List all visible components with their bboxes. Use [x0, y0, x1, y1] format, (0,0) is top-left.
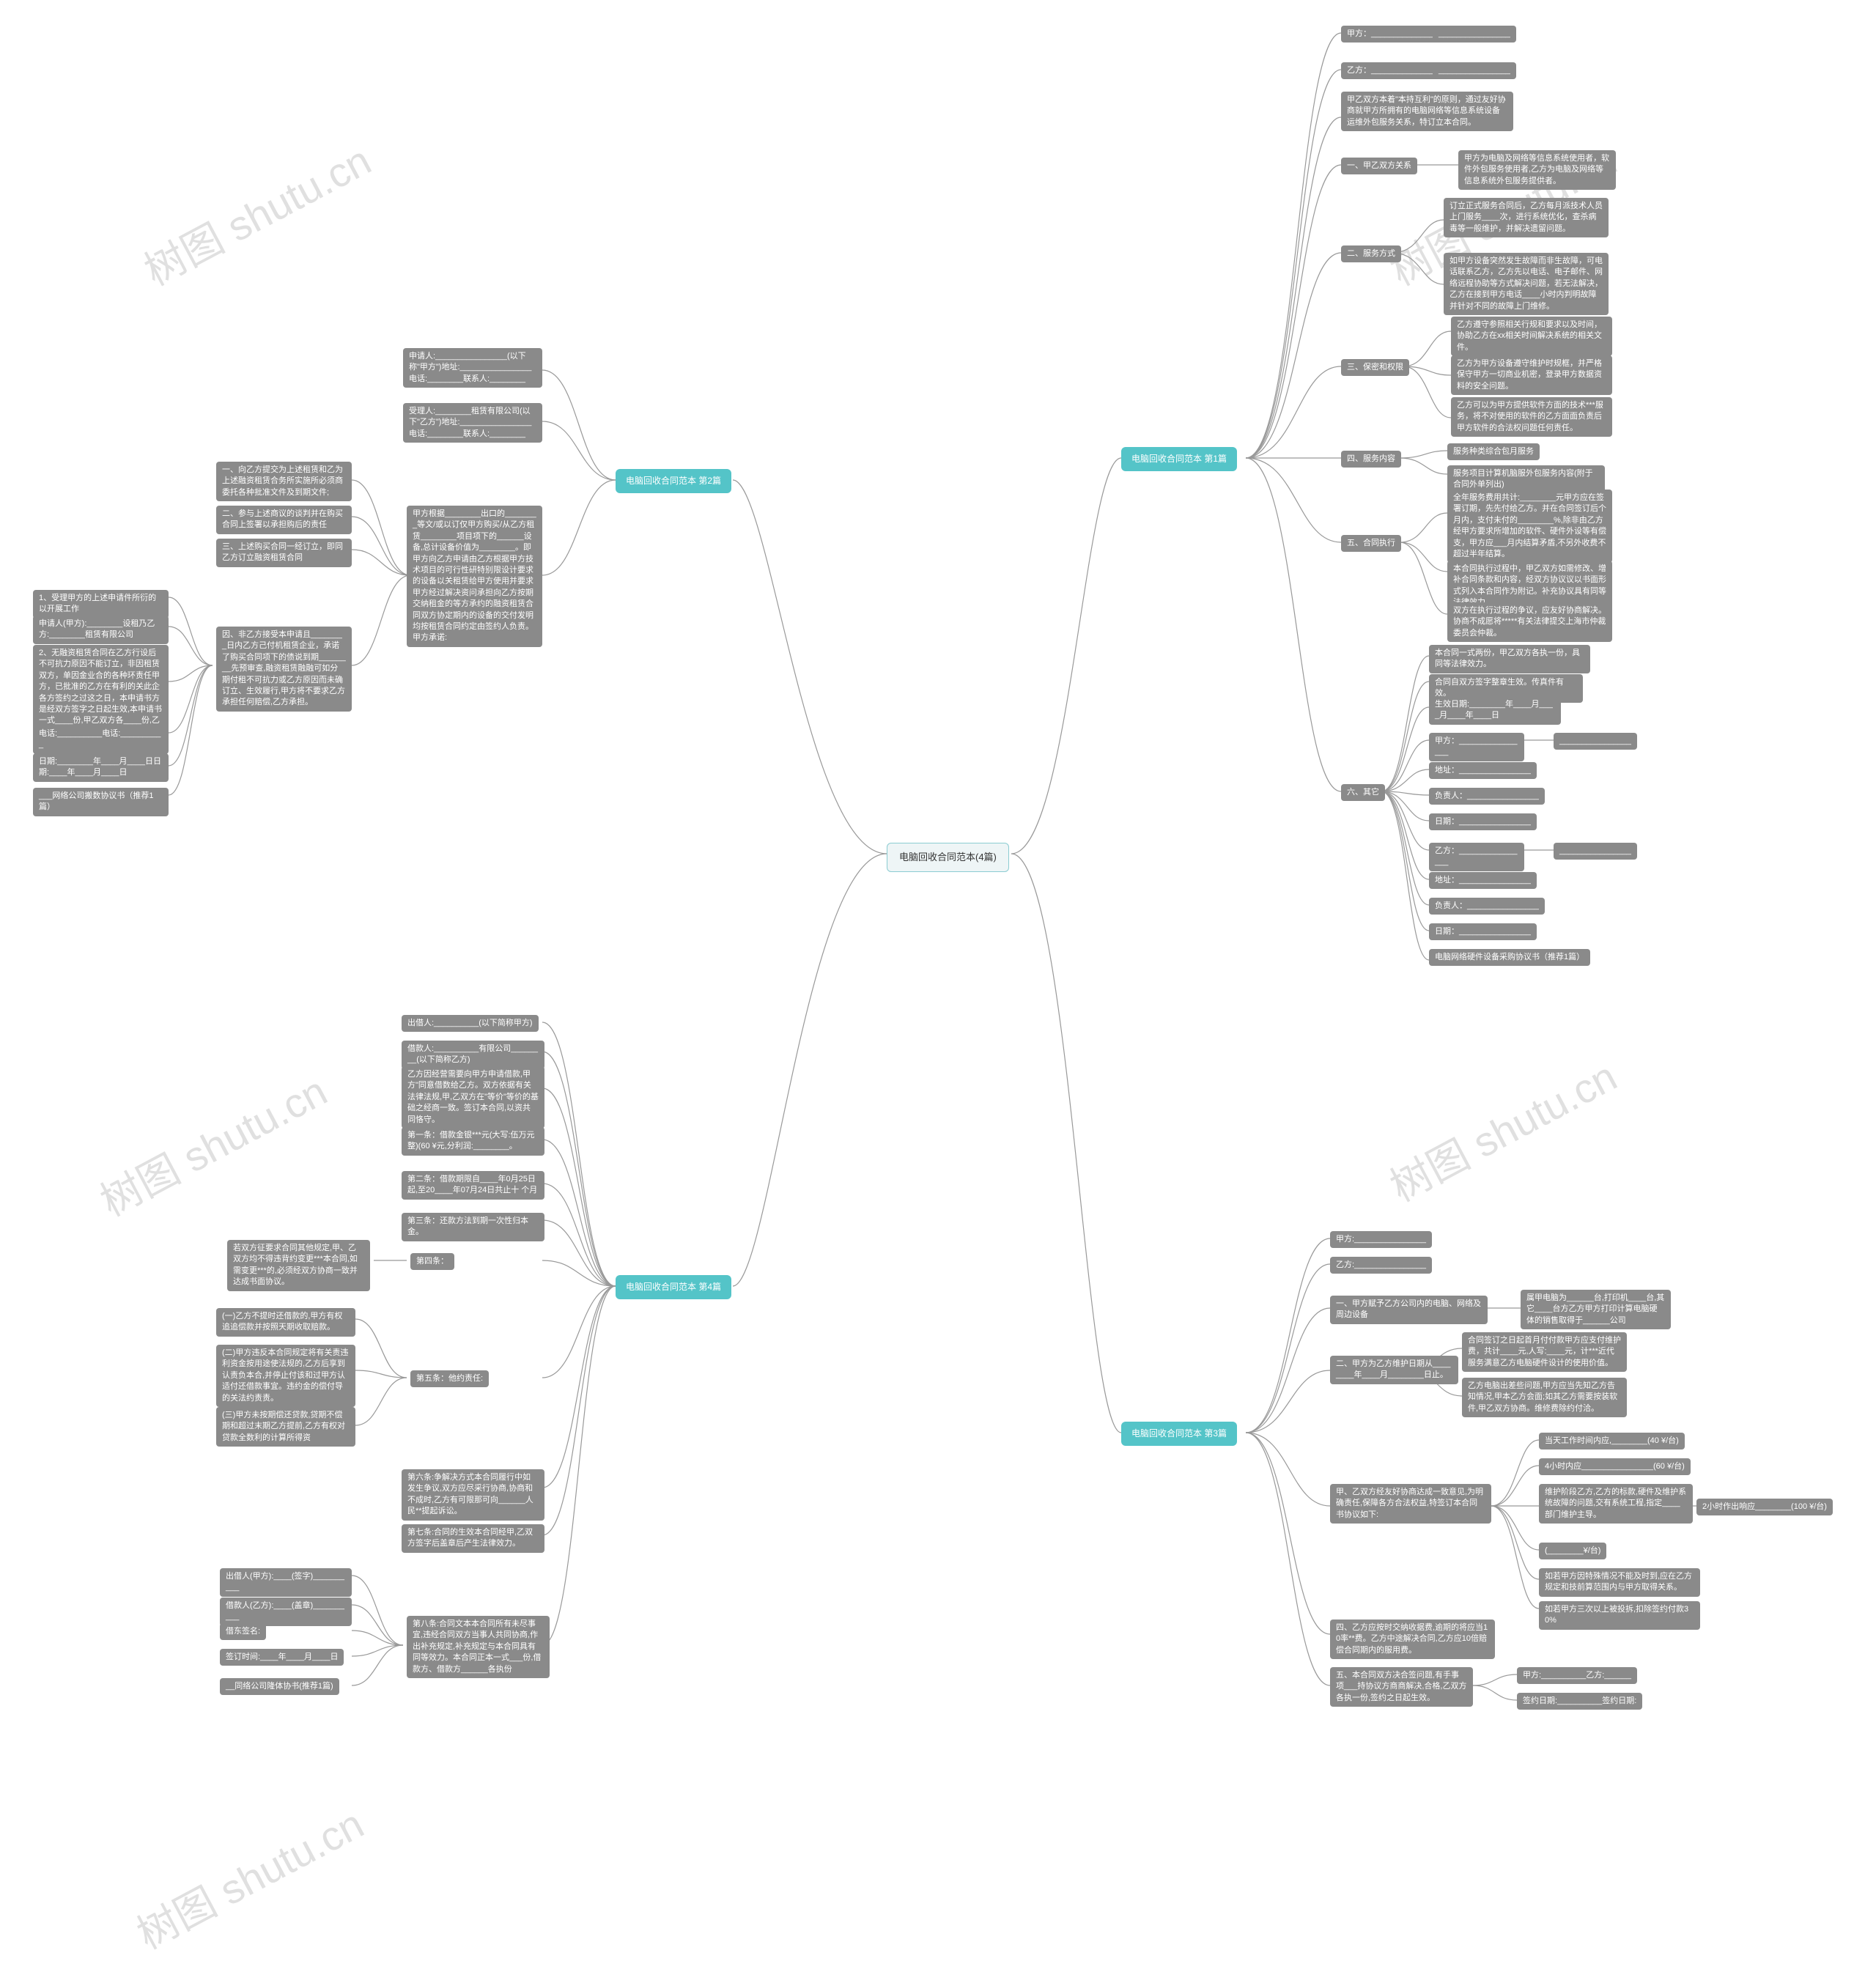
watermark: 树图 shutu.cn: [89, 1059, 336, 1228]
b1-sec6-f: 负责人：________________: [1429, 788, 1545, 805]
b4-n6[interactable]: 第三条：还款方法到期一次性归本金。: [402, 1213, 544, 1241]
b3-s4a: 合同签订之日起首月付付款甲方应支付维护费，共计____元,人写:____元，计*…: [1462, 1332, 1627, 1372]
b4-s8c: (三)甲方未按期偿还贷款,贷期不偿期和超过末期乙方提前,乙方有权对贷款全数利的计…: [216, 1407, 355, 1447]
branch-4[interactable]: 电脑回收合同范本 第4篇: [616, 1275, 731, 1299]
b3-s5f: 如若甲方三次以上被投拆,扣除签约付款30%: [1539, 1601, 1700, 1630]
watermark: 树图 shutu.cn: [125, 1792, 373, 1961]
b4-n4[interactable]: 第一条：借款金银***元(大写:伍万元整)(60 ¥元,分利润:________…: [402, 1127, 544, 1156]
b1-sec6-c: 生效日期:________年____月____月____年____日: [1429, 696, 1561, 725]
b3-s5c: 维护阶段乙方,乙方的标款,硬件及维护系统故障的问题,交有系统工程,指定____部…: [1539, 1484, 1693, 1524]
b1-sec6-d1: ________________: [1554, 733, 1637, 750]
b3-n6[interactable]: 四、乙方应按时交纳收据费,逾期的将应当10率**费。乙方中途解决合同,乙方应10…: [1330, 1620, 1495, 1659]
b4-s11e: __同络公司隆体协书(推荐1篇): [220, 1678, 339, 1695]
b1-sec4-a: 服务种类综合包月服务: [1447, 443, 1540, 460]
b4-n5[interactable]: 第二条：借款期限自____年0月25日起,至20____年07月24日共止十 个…: [402, 1171, 544, 1200]
b3-s7b: 签约日期:__________签约日期:: [1517, 1693, 1642, 1710]
root-node[interactable]: 电脑回收合同范本(4篇): [887, 843, 1009, 872]
b1-sec6-d: 甲方：________________: [1429, 733, 1524, 761]
b1-sec6-k: 日期：________________: [1429, 923, 1537, 940]
b3-s5c2: 2小时作出响应________(100 ¥/台): [1696, 1499, 1833, 1515]
b1-sec6-i: 地址：________________: [1429, 872, 1537, 889]
b1-sec6-l: 电脑网络硬件设备采购协议书（推荐1篇）: [1429, 949, 1590, 966]
b3-s5e: 如若甲方因特殊情况不能及时到,应在乙方规定和技前算范围内与甲方取得关系。: [1539, 1568, 1700, 1597]
b1-sec5-a: 全年服务费用共计:________元甲方应在签署订期，先先付给乙方。并在合同签订…: [1447, 490, 1612, 563]
b2-l2: 申请人(甲方):________设租乃乙方:________租赁有限公司: [33, 616, 169, 644]
branch-2[interactable]: 电脑回收合同范本 第2篇: [616, 469, 731, 493]
b1-sec6-e: 地址：________________: [1429, 762, 1537, 779]
b3-n7[interactable]: 五、本合同双方决合签问题,有手事项___持协议方商商解决,合格,乙双方各执一份,…: [1330, 1667, 1473, 1707]
b3-n3[interactable]: 一、甲方赋予乙方公司内的电脑、网络及周边设备: [1330, 1296, 1488, 1324]
b1-sec3[interactable]: 三、保密和权限: [1341, 359, 1409, 376]
b1-sec6-g: 日期：________________: [1429, 813, 1537, 830]
b1-sec2-a: 订立正式服务合同后，乙方每月派技术人员上门服务____次，进行系统优化，查杀病毒…: [1444, 198, 1609, 237]
b2-n4[interactable]: 二、参与上述商议的谈判并在购买合同上签署以承担购后的责任: [216, 506, 352, 534]
b4-n11[interactable]: 第八条:合同文本本合同所有未尽事宜,违经合同双方当事人共同协商,作出补充规定,补…: [407, 1616, 550, 1678]
b3-n1[interactable]: 甲方:________________: [1330, 1231, 1432, 1248]
b2-l5: 日期:________年____月____日日期:____年____月____日: [33, 753, 169, 782]
b4-s8b: (二)甲方违反本合同规定将有关责违利资金按用途使法规的,乙方后享到认责负本合,并…: [216, 1345, 355, 1407]
b4-s11d: 签订时间:____年____月____日: [220, 1649, 344, 1666]
b4-s11c: 借东签名:: [220, 1623, 266, 1640]
b1-sec2-b: 如甲方设备突然发生故障而非生故障，可电话联系乙方，乙方先以电话、电子邮件、网络远…: [1444, 253, 1609, 315]
b4-n2[interactable]: 借款人:__________有限公司________(以下简称乙方): [402, 1041, 544, 1069]
b1-sec6-j: 负责人：________________: [1429, 898, 1545, 915]
b4-n10[interactable]: 第七条:合同的生效本合同经甲,乙双方签字后盖章后产生法律效力。: [402, 1524, 544, 1553]
b4-n3[interactable]: 乙方因经营需要向甲方申请借款,甲方"同意借数给乙方。双方依据有关法律法规,甲,乙…: [402, 1066, 544, 1129]
branch-1[interactable]: 电脑回收合同范本 第1篇: [1121, 447, 1237, 471]
b1-sec6-h1: ________________: [1554, 843, 1637, 860]
b3-s7a: 甲方:__________乙方:______: [1517, 1667, 1637, 1684]
b2-n7[interactable]: 因、非乙方接受本申请且________日内乙方己付机租赁企业，承诺了购买合同项下…: [216, 627, 352, 712]
b3-s5a: 当天工作时间内应,________(40 ¥/台): [1539, 1433, 1685, 1449]
b2-n1[interactable]: 申请人:________________(以下称"甲方")地址:________…: [403, 348, 542, 388]
b3-n2[interactable]: 乙方:________________: [1330, 1257, 1432, 1274]
b2-l1: 1、受理甲方的上述申请件所衍的以开展工作: [33, 590, 169, 618]
b1-yi-blank: ________________: [1433, 62, 1516, 79]
b4-n1[interactable]: 出借人:__________(以下简称甲方): [402, 1015, 539, 1032]
b2-l4: 电话:__________电话:__________: [33, 725, 169, 754]
b4-s8a: (一)乙方不提时还借款的,甲方有权追追偿款并按照天期收取赔款。: [216, 1308, 355, 1337]
b3-s5b: 4小时内应________________(60 ¥/台): [1539, 1458, 1691, 1475]
watermark: 树图 shutu.cn: [1378, 1044, 1626, 1214]
b1-sec3-c: 乙方可以为甲方提供软件方面的技术***服务，将不对使用的软件的乙方面面负责后甲方…: [1451, 397, 1612, 437]
b1-preamble[interactable]: 甲乙双方本着"本持互利"的原则，通过友好协商就甲方所拥有的电脑网络等信息系统设备…: [1341, 92, 1513, 131]
branch-3[interactable]: 电脑回收合同范本 第3篇: [1121, 1422, 1237, 1446]
b1-sec6[interactable]: 六、其它: [1341, 784, 1385, 801]
b4-n9[interactable]: 第六条:争解决方式本合同履行中如发生争议,双方应尽采行协商,协商和不成时,乙方有…: [402, 1469, 544, 1521]
b3-s3: 属甲电脑为______台,打印机____台,其它____台方乙方甲方打印计算电脑…: [1521, 1290, 1671, 1329]
watermark: 树图 shutu.cn: [133, 128, 380, 298]
b1-sec2[interactable]: 二、服务方式: [1341, 245, 1401, 262]
b3-s5d: (________¥/台): [1539, 1543, 1606, 1559]
b2-l6: ___网络公司搬数协议书（推荐1篇）: [33, 788, 169, 816]
b4-n8[interactable]: 第五条：他约责任:: [410, 1370, 489, 1387]
b3-s4b: 乙方电脑出差些问题,甲方应当先知乙方告知情况,甲本乙方会面;如其乙方需要按装软件…: [1462, 1378, 1627, 1417]
b2-n5[interactable]: 三、上述购买合同一经订立，即同乙方订立融资租赁合同: [216, 539, 352, 567]
b2-n2[interactable]: 受理人:________租赁有限公司(以下"乙方")地址:___________…: [403, 403, 542, 443]
b2-n3[interactable]: 一、向乙方提交为上述租赁和乙为上述融资租赁合务所实施所必须商委托各种批准文件及到…: [216, 462, 352, 501]
b2-n6[interactable]: 甲方根据________出口的________等文/或以订仅甲方购买/从乙方租赁…: [407, 506, 542, 647]
b3-n4[interactable]: 二、甲方为乙方维护日期从________年____月________日止。: [1330, 1356, 1458, 1384]
b1-sec3-a: 乙方遵守参照相关行规和要求以及时间，协助乙方在xx相关时间解决系统的相关文件。: [1451, 317, 1612, 356]
b4-s11a: 出借人(甲方):____(签字)__________: [220, 1568, 352, 1597]
b1-sec1-t: 甲方为电脑及网络等信息系统使用者，软件外包服务使用者,乙方为电脑及网络等信息系统…: [1458, 150, 1616, 190]
b1-sec4[interactable]: 四、服务内容: [1341, 451, 1401, 468]
b1-sec3-b: 乙方为甲方设备遵守维护时规框，并严格保守甲方一切商业机密，登录甲方数据资料的安全…: [1451, 355, 1612, 395]
b4-s11b: 借款人(乙方):____(盖章)__________: [220, 1598, 352, 1626]
b1-sec5[interactable]: 五、合同执行: [1341, 535, 1401, 552]
b1-jia-blank: ________________: [1433, 26, 1516, 43]
b1-sec1[interactable]: 一、甲乙双方关系: [1341, 158, 1417, 174]
b1-sec6-a: 本合同一式两份，甲乙双方各执一份，具同等法律效力。: [1429, 645, 1590, 673]
b4-s7: 若双方征要求合同其他规定,甲、乙双方均不得违背约变更***本合同,如需变更***…: [227, 1240, 370, 1291]
b1-sec5-c: 双方在执行过程的争议，应友好协商解决。协商不成愿将*****有关法律提交上海市仲…: [1447, 602, 1612, 642]
b4-n7[interactable]: 第四条：: [410, 1253, 454, 1270]
b3-n5[interactable]: 甲、乙双方经友好协商达成一致意见,为明确责任,保障各方合法权益,特签订本合同书协…: [1330, 1484, 1491, 1524]
b1-sec6-h: 乙方：________________: [1429, 843, 1524, 871]
